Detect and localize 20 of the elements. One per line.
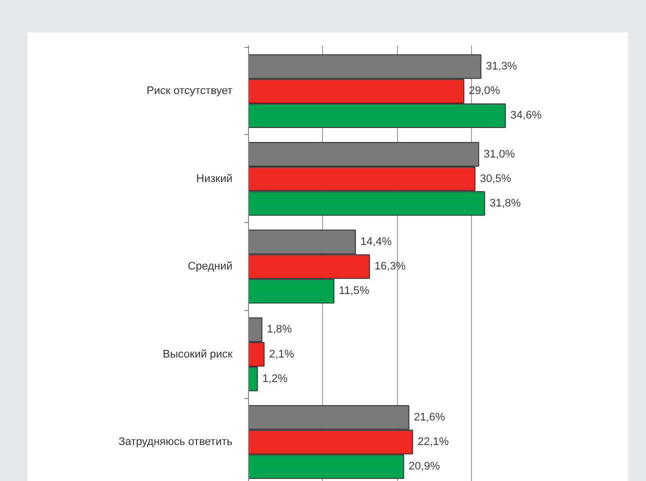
- data-label: 20,9%: [408, 460, 440, 473]
- y-tick-label: Средний: [188, 260, 233, 273]
- data-label: 31,8%: [490, 197, 522, 210]
- data-label: 16,3%: [374, 260, 406, 273]
- data-label: 22,1%: [418, 436, 449, 448]
- y-tick-label: Риск отсутствует: [146, 85, 233, 98]
- y-tick-label: Низкий: [196, 172, 232, 185]
- data-label: 14,4%: [360, 236, 392, 248]
- data-label: 21,6%: [414, 411, 446, 424]
- data-label: 31,3%: [486, 60, 518, 73]
- data-label: 34,6%: [510, 110, 542, 122]
- y-tick-label: Затрудняюсь ответить: [118, 436, 233, 448]
- data-label: 2,1%: [269, 348, 294, 360]
- data-label: 29,0%: [468, 85, 500, 98]
- data-label: 30,5%: [480, 172, 512, 185]
- y-tick-label: Высокий риск: [162, 348, 233, 360]
- data-label: 1,8%: [266, 324, 292, 336]
- data-label: 11,5%: [338, 285, 370, 298]
- data-label: 1,2%: [262, 372, 288, 385]
- data-label: 31,0%: [484, 148, 516, 160]
